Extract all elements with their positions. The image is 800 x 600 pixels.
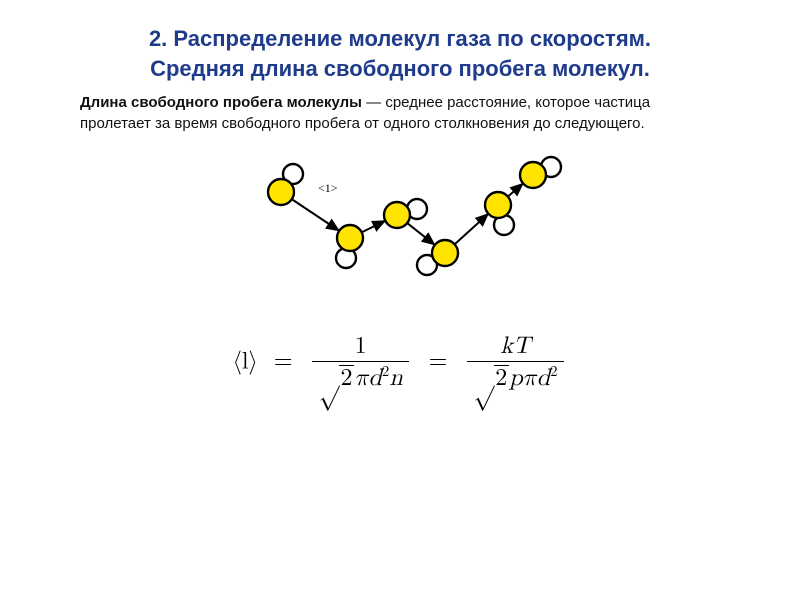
path-segment [363,221,385,232]
path-segment [455,214,487,243]
moving-molecule [485,192,511,218]
diagram-container: <1> [0,140,800,315]
moving-molecule [520,162,546,188]
mean-free-path-formula: ⟨l⟩ = 1 √2πd2n = kT √2pπd2 [60,333,740,393]
fraction-2: kT √2pπd2 [467,333,563,393]
mean-free-path-diagram: <1> [0,140,800,310]
sqrt-1: √2 [318,365,354,393]
moving-molecule [384,202,410,228]
frac2-den: √2pπd2 [467,362,563,393]
moving-molecule [268,179,294,205]
path-segment [408,224,434,245]
frac1-den-rest: πd2n [354,366,402,390]
equals-1: = [274,349,293,373]
frac1-num: 1 [312,333,408,362]
path-segment [293,200,339,230]
frac1-den: √2πd2n [312,362,408,393]
formula-lhs: ⟨l⟩ [233,349,258,373]
path-segment [509,184,523,196]
moving-molecule [337,225,363,251]
definition-text: Длина свободного пробега молекулы — сред… [80,93,720,134]
sqrt-2: √2 [473,365,509,393]
frac2-num: kT [467,333,563,362]
title-line1: 2. Распределение молекул газа по скорост… [149,26,651,51]
slide: 2. Распределение молекул газа по скорост… [0,0,800,600]
moving-molecules-layer [268,162,546,266]
moving-molecule [432,240,458,266]
section-title: 2. Распределение молекул газа по скорост… [60,24,740,83]
title-line2: Средняя длина свободного пробега молекул… [150,56,650,81]
mean-path-label: <1> [318,181,338,195]
frac2-den-rest: pπd2 [509,366,557,390]
labels-layer: <1> [318,181,338,195]
equals-2: = [429,349,448,373]
fraction-1: 1 √2πd2n [312,333,408,393]
definition-lead: Длина свободного пробега молекулы [80,94,362,111]
